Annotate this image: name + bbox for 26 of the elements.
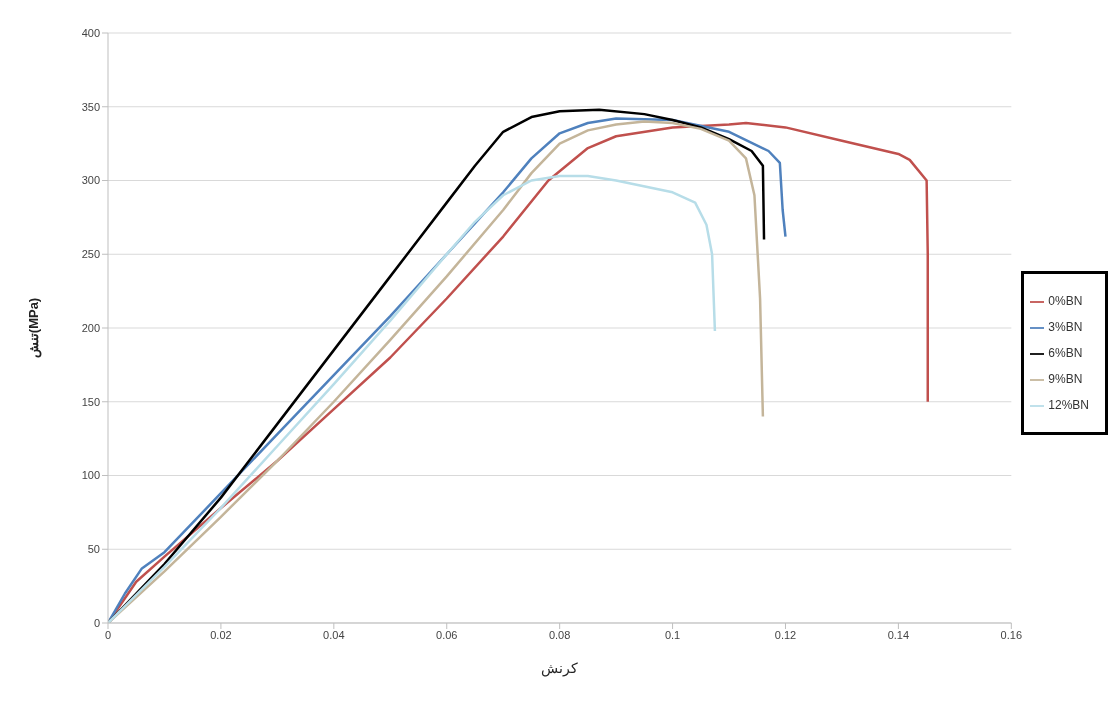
x-tick-label: 0.12 (774, 628, 797, 641)
x-tick-label: 0 (104, 628, 112, 641)
x-tick-label: 0.04 (323, 628, 345, 641)
y-tick-label: 400 (81, 26, 100, 39)
legend-label: 0%BN (1048, 294, 1083, 308)
x-tick-label: 0.14 (887, 628, 910, 641)
x-tick-label: 0.16 (1000, 628, 1023, 641)
y-tick-label: 0 (93, 616, 100, 629)
legend-label: 6%BN (1048, 346, 1083, 360)
legend-label: 3%BN (1048, 320, 1083, 334)
legend-label: 12%BN (1048, 398, 1089, 412)
x-tick-label: 0.08 (548, 628, 571, 641)
y-tick-label: 300 (81, 174, 100, 187)
line-series (108, 174, 717, 623)
y-axis-title: تنش(MPa) (25, 297, 42, 359)
x-tick-label: 0.02 (210, 628, 232, 641)
y-tick-label: 50 (87, 543, 100, 556)
legend-label: 9%BN (1048, 372, 1083, 386)
y-tick-label: 150 (81, 395, 100, 408)
y-tick-label: 250 (81, 248, 100, 261)
x-tick-label: 0.1 (664, 628, 681, 641)
y-tick-label: 100 (81, 469, 100, 482)
x-tick-label: 0.06 (436, 628, 458, 641)
y-tick-label: 350 (81, 100, 100, 113)
x-axis-title: کرنش (541, 660, 579, 677)
y-tick-label: 200 (81, 321, 100, 334)
